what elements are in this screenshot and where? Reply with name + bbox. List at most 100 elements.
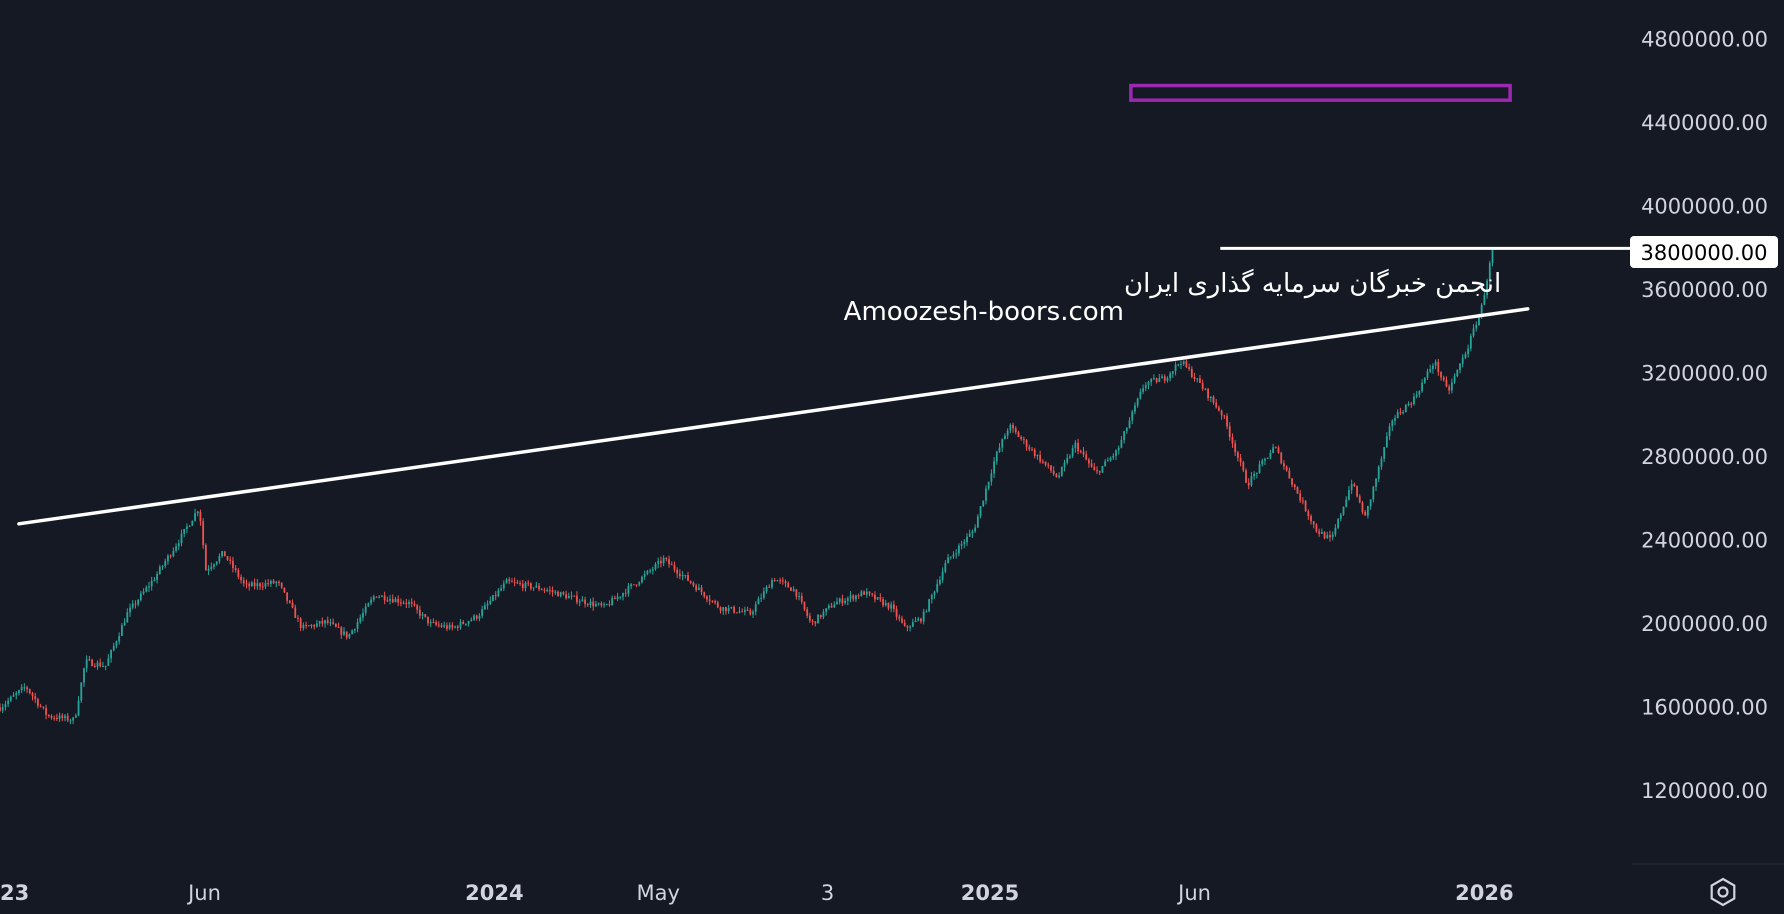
candle — [72, 716, 75, 725]
candle — [1469, 333, 1472, 352]
candle-body — [860, 591, 863, 597]
candle-body — [643, 574, 646, 577]
candle-body — [505, 579, 508, 584]
candle-body — [1150, 379, 1153, 383]
candle-body — [841, 598, 844, 604]
candle-body — [600, 603, 603, 606]
candle — [540, 587, 543, 591]
candle — [1033, 447, 1036, 459]
candle-body — [397, 598, 400, 603]
candle — [28, 688, 31, 695]
settings-hexagon-icon[interactable] — [1710, 877, 1736, 907]
candle — [1464, 351, 1467, 360]
candle-body — [1096, 470, 1098, 472]
candle-body — [161, 565, 164, 567]
candle — [0, 703, 1, 712]
candle — [399, 598, 402, 607]
candle — [280, 582, 283, 589]
candle — [968, 529, 971, 538]
candle — [77, 696, 80, 717]
candle-body — [91, 659, 93, 667]
candle-body — [719, 607, 722, 611]
candle — [164, 558, 167, 569]
candle — [627, 583, 630, 597]
candle — [42, 706, 45, 710]
price-marker-tag[interactable]: 3800000.00 — [1630, 236, 1778, 268]
candle-body — [345, 631, 348, 638]
candle-body — [432, 622, 435, 624]
candle — [418, 605, 421, 619]
candle-body — [551, 590, 554, 593]
candle — [784, 579, 787, 588]
candle-body — [833, 604, 836, 608]
price-marker-background — [1630, 236, 1778, 268]
candle — [80, 681, 83, 703]
candle-body — [443, 625, 446, 627]
candle-body — [459, 621, 462, 628]
candle-body — [1410, 403, 1413, 405]
candle-body — [1017, 432, 1020, 438]
candle — [1169, 371, 1172, 382]
candle — [1310, 514, 1312, 525]
candle-body — [576, 595, 578, 603]
candle — [865, 588, 868, 598]
candle — [234, 565, 237, 573]
price-axis[interactable]: 1200000.00 1600000.00 2000000.00 2400000.00… — [1641, 28, 1768, 803]
candle-body — [1174, 364, 1177, 372]
candle — [1050, 465, 1052, 473]
candle-body — [61, 715, 64, 719]
candle — [367, 602, 370, 607]
candle — [1315, 523, 1318, 533]
candle-body — [1163, 376, 1166, 381]
candle — [1066, 453, 1069, 465]
candle — [790, 587, 792, 592]
candle — [294, 604, 297, 618]
candle — [188, 525, 191, 528]
candle — [107, 654, 110, 666]
candle — [1196, 378, 1199, 383]
candle — [1155, 377, 1158, 384]
candle — [137, 598, 140, 607]
time-axis[interactable]: 2023 Jun 2024 May 3 2025 Jun 2026 — [0, 863, 1784, 905]
candle — [1440, 371, 1442, 381]
candle-body — [914, 620, 917, 623]
candle — [941, 567, 944, 583]
candle-body — [567, 596, 570, 599]
candle — [34, 692, 37, 704]
candle-body — [624, 593, 627, 595]
candle-body — [1253, 473, 1256, 477]
candle — [478, 613, 481, 622]
candle-body — [251, 582, 253, 587]
candle — [792, 586, 795, 592]
candle — [199, 509, 202, 526]
candle — [158, 564, 161, 575]
candle — [397, 595, 400, 606]
candle — [1020, 435, 1023, 441]
candle — [177, 539, 180, 551]
price-tick-label: 1600000.00 — [1641, 695, 1768, 719]
candle-body — [773, 580, 776, 582]
candle — [467, 620, 470, 627]
candle — [310, 623, 313, 629]
candle — [1486, 278, 1488, 299]
candle-body — [1112, 455, 1115, 458]
candle-body — [846, 598, 849, 601]
candle — [1144, 382, 1147, 392]
candle-body — [692, 582, 695, 586]
candle-body — [1437, 361, 1440, 373]
candle — [1163, 374, 1166, 384]
candle-body — [1196, 378, 1199, 380]
candle-body — [88, 659, 91, 661]
target-zone-rectangle[interactable] — [1129, 83, 1512, 102]
candle-body — [708, 599, 711, 601]
resistance-trendline[interactable] — [17, 307, 1530, 526]
candle-body — [1101, 465, 1104, 473]
candle-body — [139, 593, 142, 601]
candle-body — [1469, 335, 1472, 349]
candle-body — [199, 511, 202, 522]
candle — [562, 591, 565, 596]
candle — [987, 481, 990, 491]
candle-body — [483, 605, 486, 610]
